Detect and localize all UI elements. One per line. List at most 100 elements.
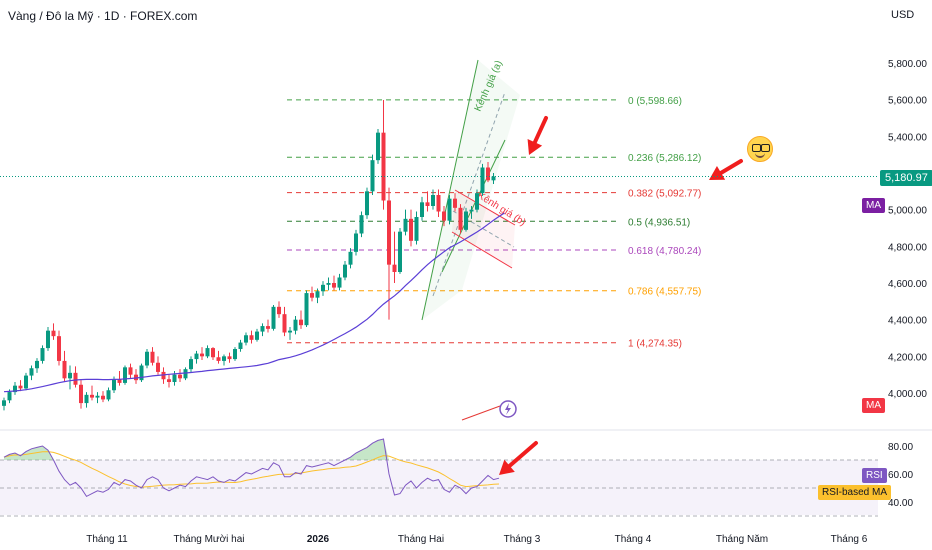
channel-a-mid [432, 91, 506, 297]
candle-body [90, 394, 94, 398]
rsi-band-fill [0, 460, 878, 515]
candle-body [40, 348, 45, 361]
price-tick-label: 4,400.00 [888, 316, 927, 327]
candle-body [79, 384, 83, 404]
ma-tag-bottom[interactable]: MA [862, 398, 885, 413]
symbol-title: Vàng / Đô la Mỹ · 1D · FOREX.com [8, 9, 198, 23]
candle-body [442, 211, 446, 221]
rsi-ma-line [3, 451, 500, 488]
candle-body [194, 353, 199, 360]
candle-body [260, 326, 265, 332]
candle-body [255, 331, 259, 340]
rsi-ma-tag[interactable]: RSI-based MA [818, 485, 892, 500]
channel-b-mid [452, 210, 515, 248]
candle-body [354, 233, 358, 252]
annotation-arrow-shaft [507, 441, 538, 468]
candle-body [156, 362, 160, 372]
candle-body [128, 367, 133, 375]
time-axis-label: Tháng Mười hai [173, 534, 244, 545]
candle-body [431, 195, 435, 206]
candle-body [403, 218, 408, 232]
axes: 4,000.00 4,200.00 4,400.00 4,600.00 4,800.00… [86, 59, 927, 545]
price-tick-label: 4,600.00 [888, 279, 927, 290]
price-tick-label: 4,200.00 [888, 352, 927, 363]
fib-level-label: 0.786 (4,557.75) [628, 287, 701, 298]
time-axis-label: Tháng Năm [716, 534, 768, 545]
candle-body [293, 319, 298, 331]
annotation-arrow-shaft [532, 116, 548, 145]
candle-body [238, 342, 243, 349]
price-tick-label: 5,600.00 [888, 96, 927, 107]
rsi-line [3, 438, 500, 498]
candle-body [200, 353, 204, 357]
candle-body [365, 191, 369, 216]
candle-body [332, 283, 336, 288]
candle-body [227, 356, 232, 360]
candle-body [310, 293, 314, 298]
rsi-tick-label: 40.00 [888, 498, 913, 509]
time-axis-label: Tháng 3 [504, 534, 541, 545]
last-price-tag[interactable]: 5,180.97 [880, 170, 932, 186]
candle-body [29, 368, 34, 376]
candle-body [46, 330, 50, 349]
candle-body [299, 319, 303, 326]
candle-body [458, 207, 463, 230]
time-axis-label: Tháng 4 [615, 534, 652, 545]
candle-body [57, 336, 61, 361]
candle-body [112, 379, 116, 391]
annotation-arrows[interactable] [499, 116, 743, 475]
ma-line[interactable] [3, 212, 505, 393]
currency-label[interactable]: USD [891, 9, 915, 21]
candle-body [420, 202, 424, 217]
candle-body [436, 195, 441, 212]
candle-body [387, 200, 391, 265]
annotation-arrow-head [527, 138, 543, 155]
time-axis-label: Tháng 6 [831, 534, 868, 545]
candle-body [178, 374, 182, 379]
fib-level-label: 0.5 (4,936.51) [628, 217, 690, 228]
channel-a-lower [441, 139, 506, 273]
rsi-overbought-fill [4, 439, 499, 460]
candle-body [161, 371, 166, 380]
candle-body [326, 283, 331, 285]
time-axis-label: Tháng Hai [398, 534, 444, 545]
candle-body [266, 326, 270, 329]
candle-body [150, 351, 155, 363]
candle-body [425, 202, 430, 206]
candle-body [183, 369, 188, 379]
candle-body [139, 365, 144, 381]
nerd-emoji-icon [747, 136, 773, 162]
rsi-pane [3, 438, 500, 498]
time-axis-label: 2026 [307, 534, 330, 545]
candle-body [189, 359, 193, 370]
candle-body [491, 176, 496, 181]
candle-body [304, 293, 309, 326]
candle-body [7, 392, 12, 401]
candle-body [315, 291, 320, 298]
annotation-arrow-shaft [719, 159, 743, 175]
glasses-right-lens [761, 144, 770, 152]
price-tick-label: 5,800.00 [888, 59, 927, 70]
rsi-tag[interactable]: RSI [862, 468, 887, 483]
candle-body [13, 385, 17, 393]
candle-body [84, 394, 89, 404]
channel-a-upper [421, 59, 479, 321]
lightning-icon [505, 403, 511, 415]
price-channels[interactable]: Kênh giá (a)Kênh giá (b) [421, 59, 527, 321]
fibonacci-retracement[interactable]: 0 (5,598.66) 0.236 (5,286.12) 0.382 (5,092… [287, 96, 701, 350]
candles[interactable] [2, 100, 496, 411]
glasses-left-lens [752, 144, 761, 152]
candle-body [398, 231, 402, 272]
fib-level-label: 0.618 (4,780.24) [628, 246, 701, 257]
ma-tag-top[interactable]: MA [862, 198, 885, 213]
rsi-tick-label: 60.00 [888, 470, 913, 481]
alert-icon[interactable] [461, 400, 517, 421]
candle-body [282, 314, 287, 333]
annotation-arrow-head [499, 459, 515, 475]
channel-b-lower [451, 231, 513, 269]
candle-body [277, 306, 281, 315]
candle-body [447, 198, 452, 221]
candle-body [101, 395, 105, 400]
